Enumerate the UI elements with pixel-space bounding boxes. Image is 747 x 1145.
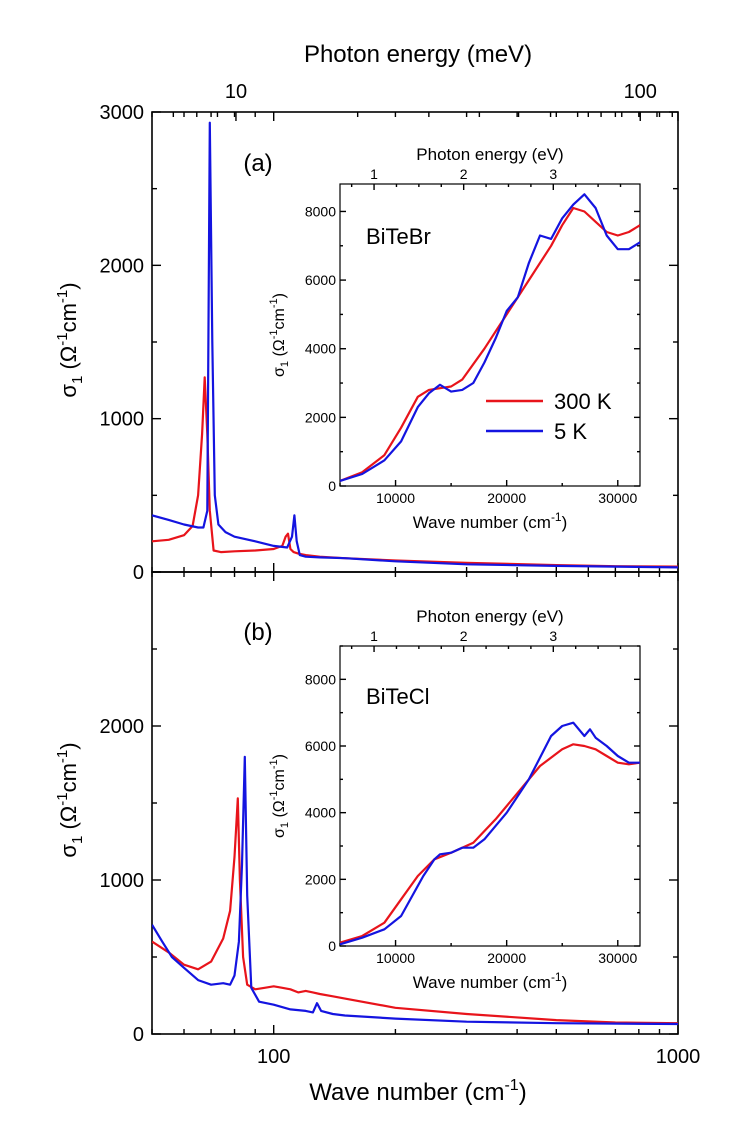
inset-xtick-label: 30000 bbox=[598, 490, 637, 506]
inset-series-300k bbox=[340, 743, 640, 944]
inset-ytick-label: 6000 bbox=[305, 738, 336, 754]
ytick-label-b: 2000 bbox=[100, 716, 145, 738]
panel-b: 0 1000 2000 (b) 100 1000 bbox=[100, 571, 701, 1068]
inset-sample-label: BiTeBr bbox=[366, 224, 431, 249]
bottom-axis-label: Wave number (cm-1) bbox=[309, 1077, 526, 1106]
xtick-label: 1000 bbox=[656, 1046, 701, 1068]
series-5k-b bbox=[152, 755, 678, 1026]
ytick-label-b: 0 bbox=[133, 1024, 144, 1046]
inset-sample-label: BiTeCl bbox=[366, 684, 430, 709]
ytick-label-a: 3000 bbox=[100, 102, 145, 124]
top-axis-label: Photon energy (meV) bbox=[304, 41, 532, 68]
xtick-label: 100 bbox=[257, 1046, 290, 1068]
panel-label-b: (b) bbox=[243, 619, 272, 646]
inset-frame-a bbox=[339, 183, 641, 487]
inset-top-tick-label: 3 bbox=[549, 166, 557, 182]
ytick-label-b: 1000 bbox=[100, 870, 145, 892]
inset-ylabel: σ1 (Ω-1cm-1) bbox=[268, 293, 291, 377]
inset-ytick-label: 4000 bbox=[305, 805, 336, 821]
top-mev-tick-label: 10 bbox=[225, 81, 247, 103]
ytick-label-a: 0 bbox=[133, 562, 144, 584]
inset-series-5k bbox=[340, 721, 640, 946]
inset-xtick-label: 10000 bbox=[376, 950, 415, 966]
svg-text:σ1 (Ω-1cm-1): σ1 (Ω-1cm-1) bbox=[268, 754, 291, 838]
inset-top-tick-label: 1 bbox=[370, 166, 378, 182]
inset-ytick-label: 8000 bbox=[305, 203, 336, 219]
svg-text:σ1 (Ω-1cm-1): σ1 (Ω-1cm-1) bbox=[54, 742, 86, 857]
inset-ytick-label: 0 bbox=[328, 938, 336, 954]
inset-top-axis-label: Photon energy (eV) bbox=[416, 607, 563, 626]
inset-ylabel: σ1 (Ω-1cm-1) bbox=[268, 754, 291, 838]
inset-xtick-label: 20000 bbox=[487, 490, 526, 506]
inset-xtick-label: 10000 bbox=[376, 490, 415, 506]
inset-top-axis-label: Photon energy (eV) bbox=[416, 145, 563, 164]
ylabel-panel-a: σ1 (Ω-1cm-1) bbox=[54, 282, 86, 397]
legend-label: 300 K bbox=[554, 389, 612, 414]
inset-ytick-label: 8000 bbox=[305, 671, 336, 687]
svg-text:σ1 (Ω-1cm-1): σ1 (Ω-1cm-1) bbox=[268, 293, 291, 377]
legend: 300 K 5 K bbox=[486, 389, 612, 444]
top-mev-tick-label: 100 bbox=[624, 81, 657, 103]
inset-bottom-axis-label: Wave number (cm-1) bbox=[413, 970, 568, 992]
inset-a: 10000 20000 30000 0 2000 4000 6000 8000 1 2 3 Photo… bbox=[268, 145, 641, 532]
svg-text:σ1 (Ω-1cm-1): σ1 (Ω-1cm-1) bbox=[54, 282, 86, 397]
inset-top-tick-label: 3 bbox=[549, 628, 557, 644]
series-5k-a bbox=[152, 121, 678, 569]
inset-ytick-label: 2000 bbox=[305, 871, 336, 887]
inset-ytick-label: 2000 bbox=[305, 409, 336, 425]
inset-xtick-label: 30000 bbox=[598, 950, 637, 966]
ylabel-panel-b: σ1 (Ω-1cm-1) bbox=[54, 742, 86, 857]
legend-label: 5 K bbox=[554, 419, 587, 444]
series-300k-b bbox=[152, 797, 678, 1025]
inset-bottom-axis-label: Wave number (cm-1) bbox=[413, 510, 568, 532]
inset-top-tick-label: 2 bbox=[460, 628, 468, 644]
inset-series-5k bbox=[340, 193, 640, 482]
inset-b: 10000 20000 30000 0 2000 4000 6000 8000 1 2 3 Photo… bbox=[268, 607, 641, 992]
panel-label-a: (a) bbox=[243, 150, 272, 177]
inset-ytick-label: 0 bbox=[328, 478, 336, 494]
inset-top-tick-label: 2 bbox=[460, 166, 468, 182]
inset-ytick-label: 4000 bbox=[305, 341, 336, 357]
inset-frame-b bbox=[339, 645, 641, 947]
ytick-label-a: 2000 bbox=[100, 255, 145, 277]
inset-xtick-label: 20000 bbox=[487, 950, 526, 966]
ytick-label-a: 1000 bbox=[100, 409, 145, 431]
inset-ytick-label: 6000 bbox=[305, 272, 336, 288]
inset-top-tick-label: 1 bbox=[370, 628, 378, 644]
